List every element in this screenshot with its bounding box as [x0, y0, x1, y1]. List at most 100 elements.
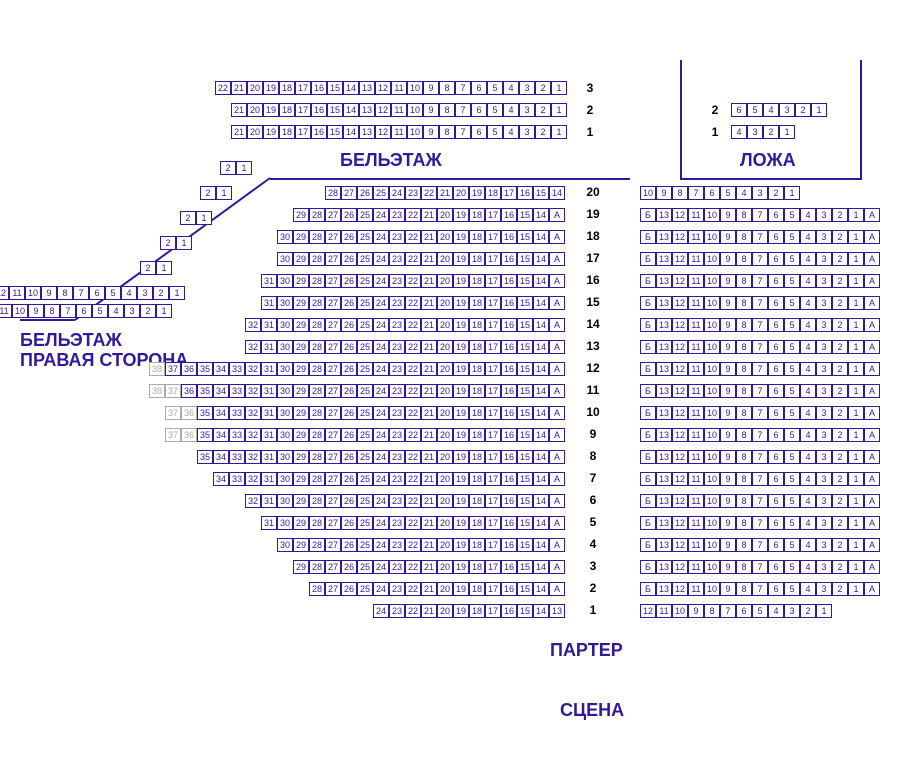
seat[interactable]: 22 — [405, 538, 421, 552]
seat[interactable]: 25 — [357, 340, 373, 354]
seat[interactable]: 12 — [672, 362, 688, 376]
seat[interactable]: 2 — [832, 582, 848, 596]
seat[interactable]: 22 — [405, 208, 421, 222]
seat[interactable]: 16 — [501, 384, 517, 398]
seat[interactable]: 28 — [309, 560, 325, 574]
seat[interactable]: 4 — [768, 604, 784, 618]
seat[interactable]: 15 — [517, 384, 533, 398]
seat[interactable]: 6 — [768, 494, 784, 508]
seat[interactable]: 20 — [247, 103, 263, 117]
seat[interactable]: 28 — [309, 428, 325, 442]
seat[interactable]: 13 — [656, 472, 672, 486]
seat[interactable]: 29 — [293, 516, 309, 530]
seat[interactable]: 19 — [453, 428, 469, 442]
seat[interactable]: 7 — [73, 286, 89, 300]
seat[interactable]: 3 — [816, 428, 832, 442]
seat[interactable]: 21 — [231, 81, 247, 95]
seat[interactable]: 11 — [688, 428, 704, 442]
seat[interactable]: 11 — [391, 125, 407, 139]
seat[interactable]: 24 — [373, 318, 389, 332]
seat[interactable]: 31 — [261, 472, 277, 486]
seat[interactable]: 22 — [405, 450, 421, 464]
seat[interactable]: 31 — [261, 340, 277, 354]
seat[interactable]: 7 — [752, 362, 768, 376]
seat[interactable]: 6 — [768, 230, 784, 244]
seat[interactable]: 20 — [437, 208, 453, 222]
seat[interactable]: 27 — [325, 428, 341, 442]
seat[interactable]: 10 — [704, 274, 720, 288]
seat[interactable]: 15 — [517, 494, 533, 508]
seat[interactable]: 28 — [309, 516, 325, 530]
seat[interactable]: 7 — [752, 296, 768, 310]
seat[interactable]: 13 — [656, 208, 672, 222]
seat-letter[interactable]: Б — [640, 252, 656, 266]
seat[interactable]: 19 — [263, 125, 279, 139]
seat[interactable]: 6 — [731, 103, 747, 117]
seat[interactable]: 13 — [359, 81, 375, 95]
seat[interactable]: 29 — [293, 406, 309, 420]
seat[interactable]: 10 — [704, 494, 720, 508]
seat[interactable]: 5 — [784, 472, 800, 486]
seat[interactable]: 32 — [245, 362, 261, 376]
seat[interactable]: 19 — [453, 318, 469, 332]
seat[interactable]: 26 — [341, 450, 357, 464]
seat[interactable]: 32 — [245, 450, 261, 464]
seat[interactable]: 27 — [325, 472, 341, 486]
seat-letter[interactable]: А — [549, 494, 565, 508]
seat-letter[interactable]: А — [864, 362, 880, 376]
seat[interactable]: 21 — [421, 516, 437, 530]
seat[interactable]: 8 — [736, 296, 752, 310]
seat[interactable]: 23 — [389, 230, 405, 244]
seat[interactable]: 6 — [736, 604, 752, 618]
seat[interactable]: 6 — [768, 428, 784, 442]
seat[interactable]: 33 — [229, 472, 245, 486]
seat[interactable]: 27 — [325, 252, 341, 266]
seat[interactable]: 9 — [720, 472, 736, 486]
seat[interactable]: 3 — [816, 516, 832, 530]
seat[interactable]: 4 — [800, 450, 816, 464]
seat[interactable]: 8 — [736, 494, 752, 508]
seat[interactable]: 8 — [736, 472, 752, 486]
seat[interactable]: 28 — [309, 362, 325, 376]
seat[interactable]: 20 — [453, 186, 469, 200]
seat[interactable]: 3 — [124, 304, 140, 318]
seat[interactable]: 3 — [816, 450, 832, 464]
seat[interactable]: 17 — [485, 296, 501, 310]
seat-letter[interactable]: А — [549, 362, 565, 376]
seat[interactable]: 12 — [640, 604, 656, 618]
seat[interactable]: 1 — [811, 103, 827, 117]
seat[interactable]: 17 — [485, 450, 501, 464]
seat[interactable]: 19 — [453, 560, 469, 574]
seat[interactable]: 11 — [688, 406, 704, 420]
seat[interactable]: 27 — [325, 450, 341, 464]
seat[interactable]: 25 — [357, 296, 373, 310]
seat[interactable]: 11 — [688, 538, 704, 552]
seat[interactable]: 1 — [236, 161, 252, 175]
seat[interactable]: 2 — [535, 125, 551, 139]
seat[interactable]: 8 — [736, 560, 752, 574]
seat[interactable]: 6 — [768, 274, 784, 288]
seat[interactable]: 2 — [160, 236, 176, 250]
seat[interactable]: 4 — [800, 208, 816, 222]
seat[interactable]: 13 — [656, 340, 672, 354]
seat[interactable]: 13 — [656, 318, 672, 332]
seat[interactable]: 27 — [325, 384, 341, 398]
seat[interactable]: 28 — [309, 318, 325, 332]
seat[interactable]: 2 — [832, 274, 848, 288]
seat[interactable]: 19 — [469, 186, 485, 200]
seat[interactable]: 6 — [768, 340, 784, 354]
seat[interactable]: 17 — [295, 81, 311, 95]
seat[interactable]: 10 — [704, 516, 720, 530]
seat[interactable]: 26 — [341, 472, 357, 486]
seat[interactable]: 22 — [405, 362, 421, 376]
seat[interactable]: 2 — [832, 318, 848, 332]
seat[interactable]: 25 — [357, 318, 373, 332]
seat[interactable]: 29 — [293, 318, 309, 332]
seat[interactable]: 9 — [720, 252, 736, 266]
seat[interactable]: 10 — [407, 81, 423, 95]
seat[interactable]: 27 — [325, 516, 341, 530]
seat-letter[interactable]: А — [549, 208, 565, 222]
seat[interactable]: 21 — [421, 604, 437, 618]
seat[interactable]: 6 — [768, 450, 784, 464]
seat[interactable]: 12 — [672, 384, 688, 398]
